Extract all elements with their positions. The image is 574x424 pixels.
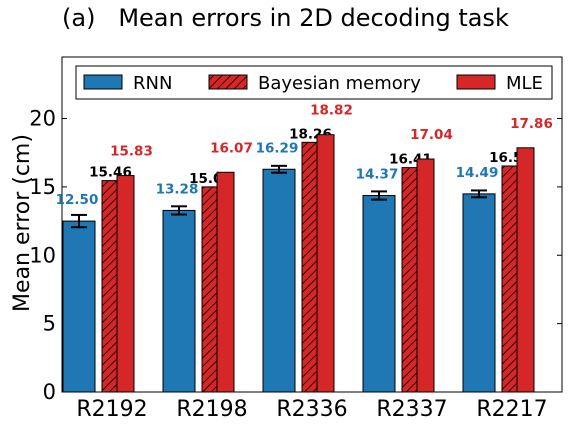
x-tick-label: R2198 xyxy=(176,397,247,422)
y-tick-label: 15 xyxy=(29,175,56,199)
bar-mle xyxy=(116,175,135,393)
legend-label: Bayesian memory xyxy=(258,73,421,94)
bar-bayesian-memory xyxy=(201,186,220,393)
legend-label: MLE xyxy=(506,73,543,94)
bar-rnn xyxy=(262,168,296,393)
data-label: 14.49 xyxy=(456,165,499,181)
x-tick-label: R2337 xyxy=(376,397,447,422)
bar-rnn xyxy=(462,193,496,393)
x-tick-label: R2336 xyxy=(276,397,347,422)
bar-mle xyxy=(416,158,435,393)
data-label: 13.28 xyxy=(156,181,199,197)
bar-mle xyxy=(516,147,535,393)
bar-bayesian-memory xyxy=(101,180,120,393)
plot-area: 05101520R219212.5015.4615.83R219813.2815… xyxy=(29,56,563,422)
legend-label: RNN xyxy=(133,73,172,94)
data-label: 16.07 xyxy=(210,140,253,156)
data-label: 18.82 xyxy=(310,103,353,119)
x-tick-label: R2192 xyxy=(76,397,147,422)
bar-rnn xyxy=(162,209,196,393)
chart-title: (a) Mean errors in 2D decoding task xyxy=(62,4,509,32)
legend-swatch-rnn xyxy=(83,74,123,90)
y-tick-label: 20 xyxy=(29,107,56,131)
y-tick-label: 5 xyxy=(43,312,56,336)
bar-bayesian-memory xyxy=(501,165,520,393)
y-tick-label: 10 xyxy=(29,243,56,267)
bar-mle xyxy=(216,171,235,393)
bar-bayesian-memory xyxy=(301,141,320,393)
legend-swatch-mle xyxy=(456,74,496,90)
x-tick-label: R2217 xyxy=(476,397,547,422)
data-label: 17.04 xyxy=(410,127,453,143)
bar-bayesian-memory xyxy=(401,167,420,393)
y-tick-label: 0 xyxy=(43,380,56,404)
data-label: 12.50 xyxy=(56,192,99,208)
data-label: 16.29 xyxy=(256,140,299,156)
bar-mle xyxy=(316,134,335,393)
bar-rnn xyxy=(62,220,96,393)
legend-swatch-bayesian-memory xyxy=(208,74,248,90)
y-axis-label: Mean error (cm) xyxy=(10,134,35,312)
data-label: 17.86 xyxy=(510,116,553,132)
data-label: 15.83 xyxy=(110,144,153,160)
bar-rnn xyxy=(362,195,396,393)
data-label: 14.37 xyxy=(356,167,399,183)
